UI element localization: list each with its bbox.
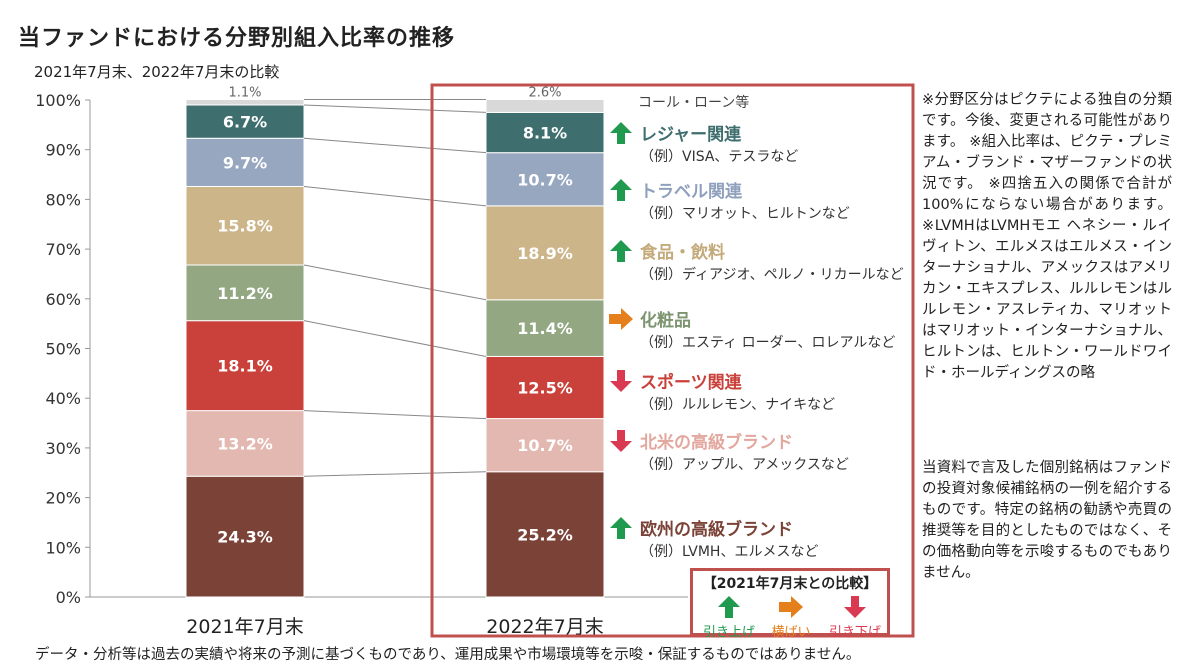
legend-item-flat: 横ばい xyxy=(759,595,823,640)
y-tick-label: 50% xyxy=(45,340,81,359)
disclaimer-text: 当資料で言及した個別銘柄はファンドの投資対象候補銘柄の一例を紹介するものです。特… xyxy=(922,460,1172,581)
legend-item-up: 引き上げ xyxy=(697,595,761,640)
bar-segment xyxy=(185,137,305,187)
connector-line xyxy=(303,264,487,301)
trend-arrow-down-icon xyxy=(610,430,632,452)
notes-text: ※分野区分はピクテによる独自の分類です。今後、変更される可能性があります。 ※組… xyxy=(922,92,1172,381)
down-arrow-icon xyxy=(844,596,866,618)
series-name-label: レジャー関連 xyxy=(640,124,742,145)
connector-line xyxy=(303,320,487,357)
y-tick-label: 20% xyxy=(45,489,81,508)
footer-disclaimer: データ・分析等は過去の実績や将来の予測に基づくものであり、運用成果や市場環境等を… xyxy=(35,647,861,663)
bar-segment xyxy=(485,152,605,207)
y-tick-label: 10% xyxy=(45,538,81,557)
y-tick-label: 0% xyxy=(56,588,81,607)
data-label: 18.9% xyxy=(517,244,573,263)
data-label: 24.3% xyxy=(217,528,273,547)
data-label: 10.7% xyxy=(517,436,573,455)
bar-segment xyxy=(485,205,605,301)
legend-title: 【2021年7月末との比較】 xyxy=(702,576,878,592)
series-example-label: （例）ディアジオ、ペルノ・リカールなど xyxy=(640,266,904,283)
x-category-label: 2021年7月末 xyxy=(186,616,303,638)
x-category-label: 2022年7月末 xyxy=(486,616,603,638)
data-label: 2.6% xyxy=(528,86,561,101)
data-label: 25.2% xyxy=(517,525,573,544)
connector-line xyxy=(303,471,487,477)
legend-label-down: 引き下げ xyxy=(828,625,881,640)
right-arrow-icon xyxy=(779,596,803,618)
data-label: 18.1% xyxy=(217,357,273,376)
y-tick-label: 60% xyxy=(45,290,81,309)
y-tick-label: 40% xyxy=(45,389,81,408)
trend-legend: 【2021年7月末との比較】 引き上げ 横ばい 引き下げ xyxy=(690,568,890,640)
data-label: 11.2% xyxy=(217,284,273,303)
legend-label-up: 引き上げ xyxy=(702,625,755,640)
series-name-label: スポーツ関連 xyxy=(640,372,743,393)
series-example-label: （例）マリオット、ヒルトンなど xyxy=(640,206,850,222)
bar-segment xyxy=(485,471,605,598)
data-label: 10.7% xyxy=(517,170,573,189)
legend-label-flat: 横ばい xyxy=(771,625,811,640)
data-label: 1.1% xyxy=(228,86,261,101)
legend-item-down: 引き下げ xyxy=(823,595,887,640)
data-label: 8.1% xyxy=(523,124,567,143)
bar-segment xyxy=(185,320,305,412)
series-example-label: （例）ルルレモン、ナイキなど xyxy=(640,397,835,413)
trend-arrow-up-icon xyxy=(610,122,632,144)
connector-line xyxy=(303,185,487,207)
bar-segment xyxy=(185,99,305,106)
series-name-label: 欧州の高級ブランド xyxy=(640,519,793,540)
trend-arrow-flat-icon xyxy=(609,308,633,330)
data-label: 12.5% xyxy=(517,379,573,398)
y-tick-label: 80% xyxy=(45,190,81,209)
stacked-bar-chart: 0% 10% 20% 30% 40% 50% 60% 70% 80% 90% 100% 24.3% 13… xyxy=(35,83,915,638)
chart-subtitle: 2021年7月末、2022年7月末の比較 xyxy=(34,63,280,81)
data-label: 9.7% xyxy=(223,153,267,172)
data-label: 6.7% xyxy=(223,113,267,132)
series-name-label: コール・ローン等 xyxy=(638,94,749,111)
series-name-label: 北米の高級ブランド xyxy=(640,432,793,453)
y-tick-label: 30% xyxy=(45,439,81,458)
y-tick-label: 90% xyxy=(45,141,81,160)
data-label: 13.2% xyxy=(217,434,273,453)
bar-segment xyxy=(185,104,305,139)
series-name-label: 食品・飲料 xyxy=(640,242,725,263)
trend-arrow-down-icon xyxy=(610,370,632,392)
series-example-label: （例）アップル、アメックスなど xyxy=(640,457,849,473)
series-example-label: （例）VISA、テスラなど xyxy=(640,149,798,165)
bar-segment xyxy=(185,264,305,322)
data-label: 15.8% xyxy=(217,217,273,236)
bar-segment xyxy=(485,299,605,357)
series-name-label: トラベル関連 xyxy=(640,181,743,202)
trend-arrow-up-icon xyxy=(610,179,632,201)
series-name-label: 化粧品 xyxy=(640,310,691,331)
trend-arrow-up-icon xyxy=(610,240,632,262)
bar-segment xyxy=(185,410,305,477)
page-title: 当ファンドにおける分野別組入比率の推移 xyxy=(18,26,456,51)
data-label: 11.4% xyxy=(517,319,573,338)
highlight-frame xyxy=(430,83,915,638)
bar-segment xyxy=(485,111,605,154)
bar-segment xyxy=(185,475,305,598)
y-tick-label: 100% xyxy=(35,91,81,110)
bar-segment xyxy=(485,99,605,113)
bar-segment xyxy=(485,418,605,473)
series-example-label: （例）エスティ ローダー、ロレアルなど xyxy=(640,335,895,351)
connector-line xyxy=(303,104,487,113)
trend-arrow-up-icon xyxy=(610,517,632,539)
y-tick-label: 70% xyxy=(45,240,81,259)
series-example-label: （例）LVMH、エルメスなど xyxy=(640,544,818,560)
connector-line xyxy=(303,137,487,154)
up-arrow-icon xyxy=(718,596,740,618)
bar-segment xyxy=(485,355,605,420)
connector-line xyxy=(303,410,487,420)
